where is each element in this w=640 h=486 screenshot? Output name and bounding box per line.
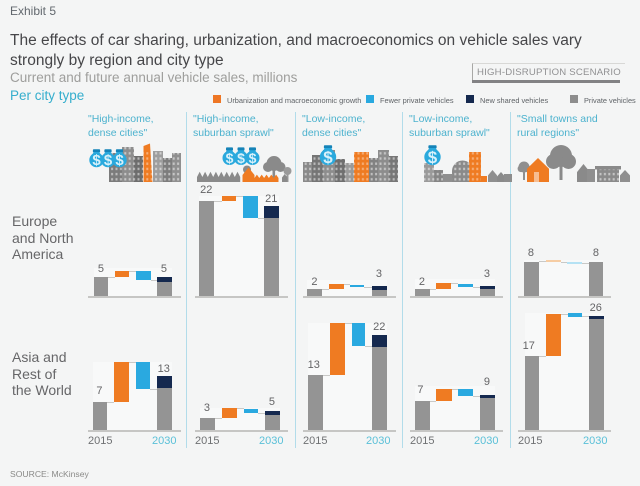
svg-text:$: $ bbox=[92, 152, 101, 169]
svg-text:$: $ bbox=[226, 150, 234, 166]
svg-text:$: $ bbox=[249, 150, 257, 166]
svg-text:$: $ bbox=[115, 152, 124, 169]
svg-text:$: $ bbox=[237, 150, 245, 166]
svg-text:$: $ bbox=[428, 148, 438, 167]
svg-text:$: $ bbox=[323, 148, 333, 167]
svg-text:$: $ bbox=[104, 152, 113, 169]
